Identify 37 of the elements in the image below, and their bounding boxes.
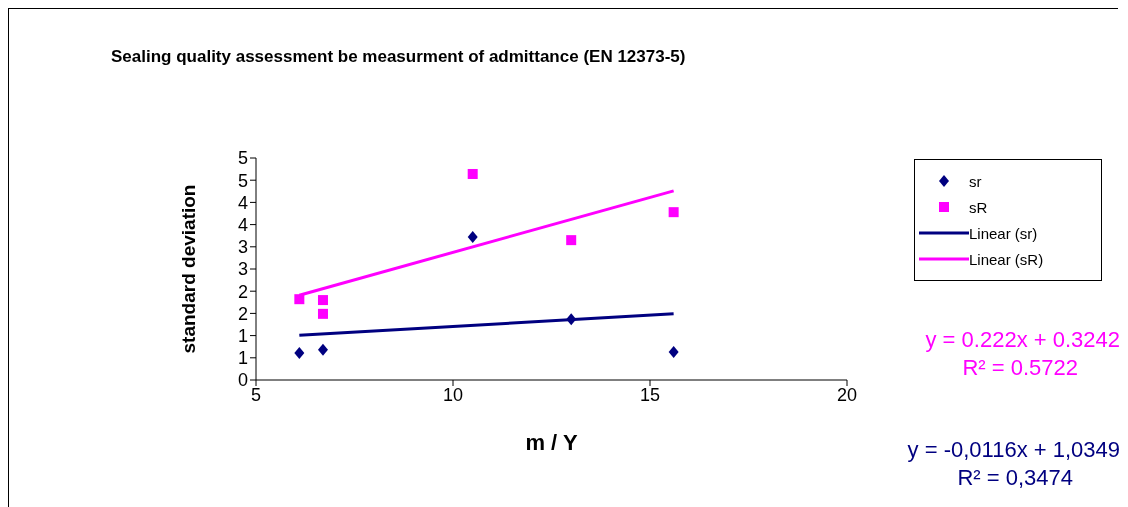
point (294, 346, 305, 359)
x-tick-label: 15 (639, 384, 661, 405)
y-tick-label: 0 (237, 370, 248, 391)
text: R² = 0.5722 (962, 355, 1078, 381)
y-tick-label: 2 (237, 281, 248, 302)
x-tick-label: 20 (836, 384, 858, 405)
y-tick-label: 3 (237, 237, 248, 258)
point (317, 295, 328, 306)
point (668, 207, 679, 218)
text: R² = 0,3474 (957, 465, 1073, 491)
legend-label: Linear (sR) (969, 250, 1044, 268)
point (317, 308, 328, 319)
text: y = 0.222x + 0.3242 (925, 327, 1120, 353)
point (668, 346, 679, 359)
y-tick-label: 2 (237, 303, 248, 324)
y-tick-label: 3 (237, 259, 248, 280)
x-tick-label: 5 (250, 384, 262, 405)
legend-label: sR (969, 198, 988, 216)
legend-label: sr (969, 172, 982, 190)
x-tick-label: 10 (442, 384, 464, 405)
point (467, 168, 478, 179)
point (566, 313, 577, 326)
y-tick-label: 5 (237, 148, 248, 169)
y-axis-title: standard deviation (177, 184, 199, 354)
point (294, 294, 305, 305)
point (467, 231, 478, 244)
point (317, 343, 328, 356)
y-tick-label: 5 (237, 170, 248, 191)
text: y = -0,0116x + 1,0349 (907, 437, 1120, 463)
y-tick-label: 4 (237, 214, 248, 235)
chart-title: Sealing quality assessment be measurment of admittance (EN 12373-5) (111, 47, 686, 67)
y-tick-label: 1 (237, 348, 248, 369)
x-axis-title: m / Y (525, 430, 578, 455)
y-tick-label: 4 (237, 192, 248, 213)
legend-label: Linear (sr) (969, 224, 1038, 242)
y-tick-label: 1 (237, 325, 248, 346)
point (566, 235, 577, 246)
